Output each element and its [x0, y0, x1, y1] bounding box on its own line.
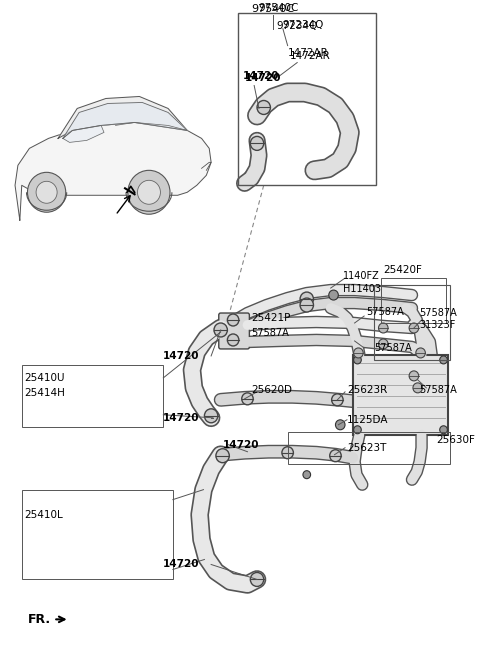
- Text: 57587A: 57587A: [252, 328, 289, 338]
- Text: 31323F: 31323F: [420, 320, 456, 330]
- Circle shape: [354, 348, 363, 358]
- Text: 25620D: 25620D: [252, 385, 292, 395]
- Text: 1140FZ: 1140FZ: [343, 271, 380, 281]
- Text: 25420F: 25420F: [384, 265, 422, 275]
- Circle shape: [413, 383, 422, 393]
- Text: 14720: 14720: [245, 72, 281, 83]
- Circle shape: [282, 447, 293, 459]
- Text: 25410U: 25410U: [24, 373, 65, 383]
- Polygon shape: [58, 96, 187, 138]
- Circle shape: [251, 572, 264, 587]
- Bar: [374, 285, 450, 360]
- Text: 14720: 14720: [163, 413, 200, 422]
- Text: 14720: 14720: [163, 559, 200, 570]
- Circle shape: [228, 314, 239, 326]
- Circle shape: [379, 339, 388, 349]
- Circle shape: [128, 171, 170, 214]
- Circle shape: [27, 172, 66, 213]
- Text: 97540C: 97540C: [252, 4, 295, 14]
- Circle shape: [409, 371, 419, 381]
- Bar: [288, 432, 450, 464]
- Circle shape: [214, 323, 228, 337]
- Text: 25623T: 25623T: [347, 443, 386, 453]
- Circle shape: [416, 348, 425, 358]
- Circle shape: [332, 394, 343, 406]
- Text: 97540C: 97540C: [258, 3, 298, 13]
- Bar: [382, 278, 446, 323]
- Circle shape: [36, 182, 57, 203]
- Circle shape: [354, 356, 361, 364]
- Circle shape: [336, 420, 345, 430]
- FancyBboxPatch shape: [219, 313, 250, 349]
- Circle shape: [409, 323, 419, 333]
- Circle shape: [257, 101, 270, 114]
- Circle shape: [440, 356, 447, 364]
- Circle shape: [330, 450, 341, 462]
- Text: H11403: H11403: [343, 284, 381, 294]
- Bar: [238, 13, 376, 185]
- Circle shape: [242, 393, 253, 405]
- Text: 97234Q: 97234Q: [276, 21, 318, 30]
- Text: 25414H: 25414H: [24, 388, 65, 398]
- Text: 14720: 14720: [163, 351, 200, 361]
- Polygon shape: [63, 125, 104, 142]
- Polygon shape: [63, 103, 187, 138]
- Circle shape: [354, 426, 361, 433]
- Text: 25421P: 25421P: [252, 313, 291, 323]
- Text: 57587A: 57587A: [374, 343, 411, 353]
- Circle shape: [303, 471, 311, 479]
- Circle shape: [300, 292, 313, 306]
- Bar: [353, 355, 448, 435]
- Text: 97234Q: 97234Q: [282, 19, 324, 30]
- Text: 14720: 14720: [223, 440, 259, 450]
- Circle shape: [204, 409, 218, 422]
- Text: 1472AR: 1472AR: [289, 50, 330, 61]
- Text: 1125DA: 1125DA: [347, 415, 388, 425]
- Polygon shape: [15, 123, 211, 220]
- Text: FR.: FR.: [27, 613, 50, 626]
- Bar: [22, 490, 173, 579]
- Bar: [22, 365, 163, 427]
- Circle shape: [228, 334, 239, 346]
- Circle shape: [329, 290, 338, 300]
- Circle shape: [137, 180, 160, 204]
- Text: 57587A: 57587A: [366, 307, 404, 317]
- Circle shape: [440, 426, 447, 433]
- Text: 25410L: 25410L: [24, 510, 63, 519]
- Circle shape: [216, 449, 229, 463]
- Text: 57587A: 57587A: [420, 385, 457, 395]
- Text: 25623R: 25623R: [347, 385, 387, 395]
- Circle shape: [300, 298, 313, 312]
- Text: 57587A: 57587A: [420, 308, 457, 318]
- Circle shape: [251, 136, 264, 151]
- Text: 1472AR: 1472AR: [288, 48, 328, 57]
- Text: 14720: 14720: [243, 70, 279, 81]
- Text: 25630F: 25630F: [436, 435, 475, 444]
- Circle shape: [379, 323, 388, 333]
